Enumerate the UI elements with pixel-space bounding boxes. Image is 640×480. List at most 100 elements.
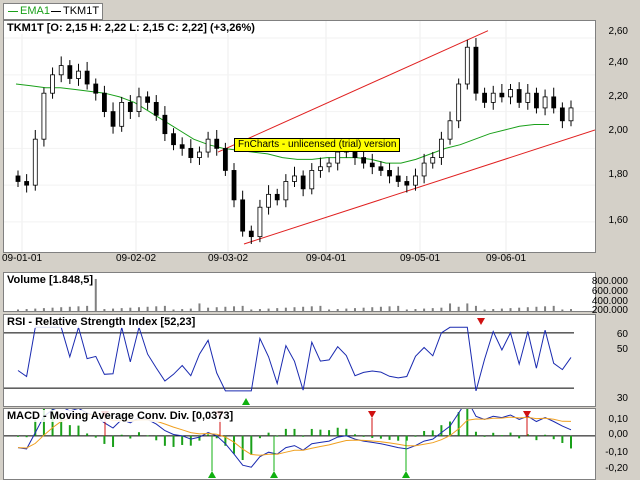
macd-histogram-bar: [474, 431, 477, 436]
price-legend-swatch: [51, 11, 61, 12]
macd-histogram-bar: [77, 425, 80, 436]
volume-bar: [319, 305, 322, 311]
price-pane[interactable]: TKM1T [O: 2,15 H: 2,22 L: 2,15 C: 2,22] …: [3, 20, 596, 253]
candle-body: [300, 175, 306, 190]
candle-body: [542, 96, 548, 109]
volume-bar: [233, 306, 236, 311]
candle-body: [438, 138, 444, 158]
macd-histogram-bar: [284, 428, 287, 436]
volume-bar: [207, 307, 210, 311]
x-tick-label: 09-05-01: [399, 253, 441, 264]
candle-body: [127, 101, 133, 112]
candle-body: [145, 96, 151, 103]
candle-body: [326, 162, 332, 168]
candle-body: [568, 107, 574, 122]
macd-histogram-bar: [60, 413, 63, 436]
macd-histogram-bar: [423, 430, 426, 436]
volume-bar: [570, 309, 572, 311]
candle-body: [119, 101, 125, 127]
candle-body: [50, 74, 55, 94]
macd-histogram-bar: [51, 409, 54, 436]
rsi-tick: 60: [616, 329, 628, 340]
candle-body: [464, 46, 470, 85]
sell-signal-marker: [368, 411, 376, 418]
volume-bar: [535, 306, 538, 311]
candle-body: [266, 193, 271, 208]
macd-histogram-bar: [120, 434, 123, 436]
volume-tick: 200.000: [591, 305, 628, 316]
volume-bar: [474, 305, 477, 311]
volume-bar: [120, 308, 123, 311]
candle-body: [421, 162, 427, 177]
macd-histogram-bar: [155, 435, 158, 441]
macd-histogram-bar: [172, 435, 175, 447]
x-tick-label: 09-06-01: [485, 253, 527, 264]
macd-histogram-bar: [353, 434, 356, 436]
volume-bar: [310, 306, 313, 311]
price-tick: 1,80: [608, 169, 628, 180]
macd-histogram-bar: [17, 435, 19, 437]
volume-bar: [388, 306, 391, 311]
volume-bar: [163, 305, 166, 311]
candle-body: [84, 70, 90, 85]
volume-bar: [500, 308, 503, 311]
macd-histogram-bar: [112, 435, 115, 447]
candle-body: [41, 92, 47, 140]
volume-bar: [34, 308, 37, 311]
macd-histogram-bar: [552, 435, 555, 440]
macd-histogram-bar: [371, 435, 374, 438]
rsi-chart: [4, 318, 574, 405]
volume-bar: [302, 306, 305, 311]
macd-histogram-bar: [146, 435, 149, 437]
volume-bar: [25, 309, 28, 311]
volume-bar: [17, 309, 19, 311]
macd-histogram-bar: [233, 435, 236, 454]
x-tick-label: 09-03-02: [207, 253, 249, 264]
candle-body: [188, 147, 194, 158]
macd-histogram-bar: [414, 435, 417, 437]
volume-bar: [405, 309, 408, 311]
candle-body: [222, 147, 228, 171]
legend-price-label: TKM1T: [63, 5, 100, 17]
macd-histogram-bar: [42, 409, 45, 436]
volume-bar: [336, 309, 339, 311]
candle-body: [136, 96, 142, 112]
rsi-line: [17, 325, 572, 392]
volume-pane[interactable]: Volume [1.848,5]: [3, 272, 596, 312]
volume-bar: [267, 308, 270, 311]
candle-body: [24, 181, 30, 186]
rsi-pane[interactable]: RSI - Relative Strength Index [52,23]: [3, 314, 596, 407]
volume-pane-title: Volume [1.848,5]: [7, 274, 93, 286]
macd-histogram-bar: [379, 435, 382, 439]
candle-body: [369, 162, 375, 168]
macd-histogram-bar: [137, 432, 140, 436]
macd-histogram-bar: [258, 435, 261, 439]
volume-bar: [224, 306, 227, 311]
candle-body: [404, 181, 410, 186]
macd-pane[interactable]: MACD - Moving Average Conv. Div. [0,0373…: [3, 408, 596, 480]
candle-body: [482, 92, 487, 103]
volume-bar: [345, 308, 348, 311]
macd-histogram-bar: [328, 430, 331, 436]
candle-body: [378, 166, 384, 171]
volume-bar: [181, 309, 184, 311]
candle-body: [197, 151, 202, 158]
volume-y-axis: 800.000 600.000 400.000 200.000: [592, 272, 640, 316]
candle-body: [76, 70, 81, 79]
macd-histogram-bar: [86, 433, 89, 436]
channel-lower-line: [243, 129, 595, 245]
macd-histogram-bar: [129, 435, 132, 439]
macd-chart: [4, 409, 595, 478]
volume-bar: [172, 309, 175, 311]
candle-body: [32, 138, 38, 186]
volume-bar: [129, 307, 132, 311]
candle-body: [318, 166, 323, 171]
sell-signal-marker: [477, 318, 485, 325]
volume-bar: [112, 308, 115, 311]
macd-histogram-bar: [509, 432, 512, 436]
candle-body: [395, 175, 401, 182]
volume-bar: [51, 307, 54, 311]
macd-histogram-bar: [336, 427, 339, 436]
volume-bar: [198, 303, 201, 311]
price-tick: 1,60: [608, 215, 628, 226]
